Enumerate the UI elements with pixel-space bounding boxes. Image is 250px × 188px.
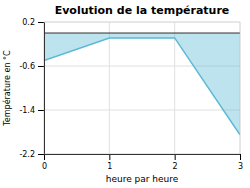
y-axis-line bbox=[38, 23, 45, 155]
area bbox=[44, 33, 240, 135]
y-axis: 0.2 -0.6 -1.4 -2.2 bbox=[19, 18, 44, 159]
marks bbox=[44, 33, 240, 135]
x-tick-mark bbox=[240, 154, 241, 160]
plot: 0 1 2 3 0.2 -0.6 -1.4 -2.2 bbox=[19, 18, 243, 171]
grid-line-x bbox=[174, 22, 175, 154]
y-tick: -1.4 bbox=[19, 106, 44, 115]
y-tick: -0.6 bbox=[19, 62, 44, 71]
grid-line-y bbox=[44, 110, 240, 111]
y-tick: -2.2 bbox=[19, 150, 44, 159]
y-tick-label: 0.2 bbox=[22, 18, 35, 27]
grid-line-y bbox=[44, 22, 240, 23]
y-tick-mark bbox=[38, 66, 44, 67]
x-axis-label: heure par heure bbox=[106, 174, 179, 184]
line bbox=[44, 38, 240, 135]
y-tick-mark bbox=[38, 154, 44, 155]
x-tick-label: 1 bbox=[107, 162, 112, 171]
y-tick-label: -1.4 bbox=[19, 106, 35, 115]
x-tick-mark bbox=[109, 154, 110, 160]
grid bbox=[44, 22, 240, 154]
x-tick-label: 3 bbox=[238, 162, 243, 171]
grid-line-x bbox=[109, 22, 110, 154]
x-tick: 2 bbox=[173, 154, 178, 171]
y-tick-label: -0.6 bbox=[19, 62, 35, 71]
x-tick: 3 bbox=[238, 154, 243, 171]
title: Evolution de la température bbox=[55, 4, 230, 17]
plot-frame bbox=[44, 22, 240, 154]
y-axis-label: Température en °C bbox=[2, 50, 12, 127]
x-tick-label: 0 bbox=[42, 162, 47, 171]
y-tick-mark bbox=[38, 22, 44, 23]
x-tick: 1 bbox=[107, 154, 112, 171]
chart: 0 1 2 3 0.2 -0.6 -1.4 -2.2 Evolution de la tempé… bbox=[0, 0, 250, 188]
y-tick: 0.2 bbox=[22, 18, 44, 27]
y-tick-label: -2.2 bbox=[19, 150, 35, 159]
x-tick-label: 2 bbox=[173, 162, 178, 171]
y-tick-mark bbox=[38, 110, 44, 111]
x-axis-line bbox=[45, 155, 241, 161]
x-tick-mark bbox=[175, 154, 176, 160]
x-tick: 0 bbox=[42, 154, 47, 171]
x-axis: 0 1 2 3 bbox=[42, 154, 243, 171]
zero-line bbox=[44, 33, 240, 34]
